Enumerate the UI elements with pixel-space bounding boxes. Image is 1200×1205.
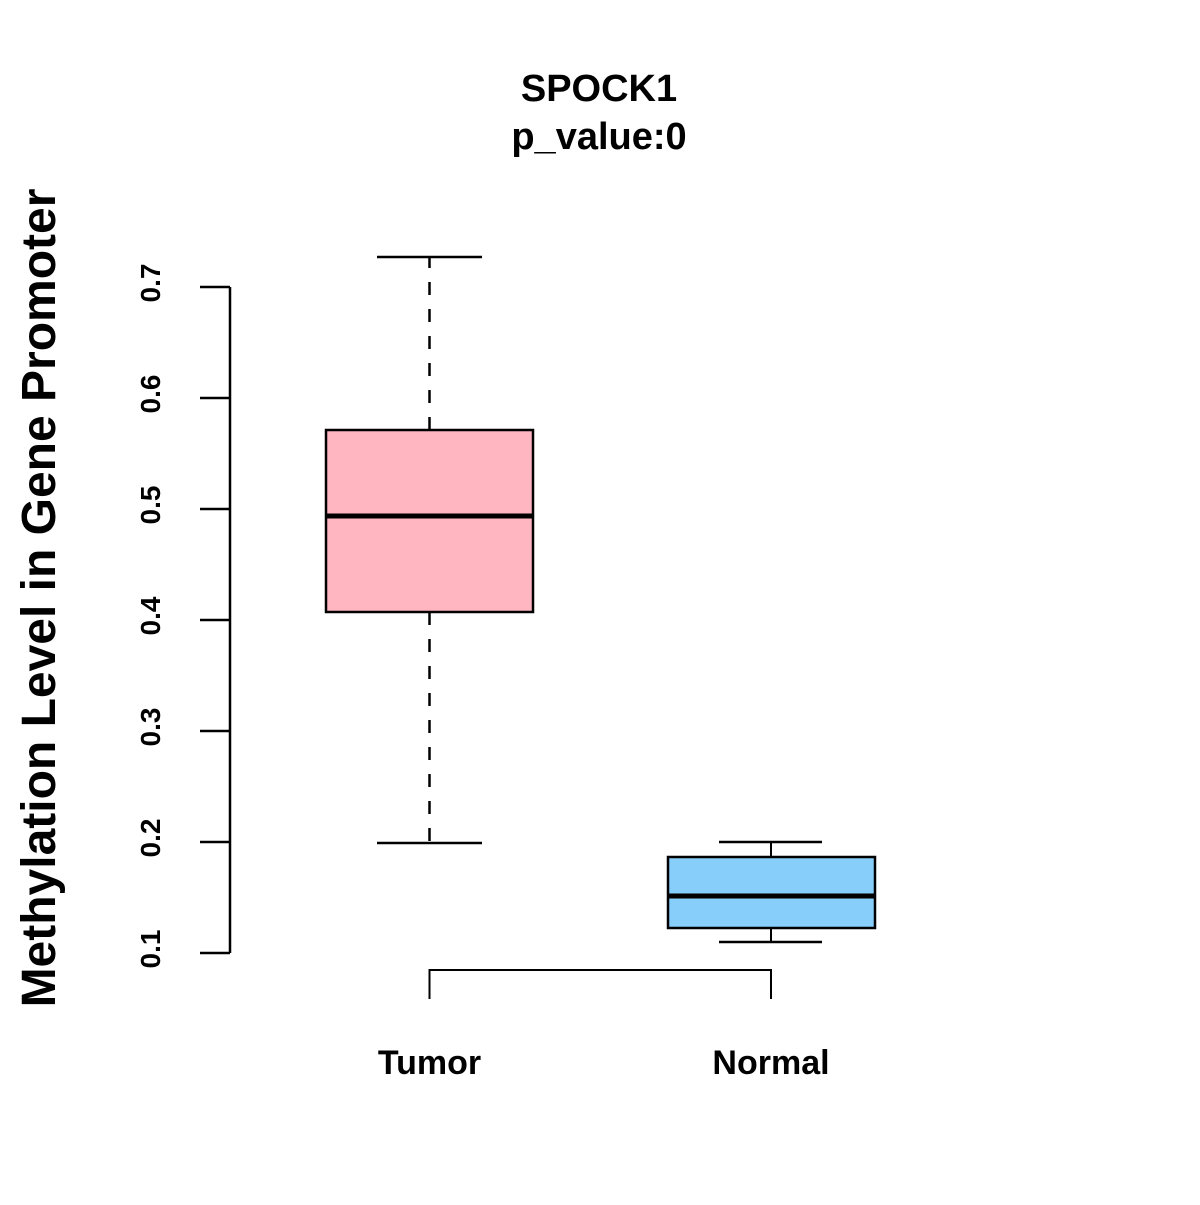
svg-text:p_value:0: p_value:0	[511, 116, 686, 158]
svg-text:0.2: 0.2	[135, 819, 166, 858]
svg-text:0.6: 0.6	[135, 375, 166, 414]
svg-text:SPOCK1: SPOCK1	[521, 68, 677, 110]
svg-text:0.4: 0.4	[135, 596, 166, 635]
svg-text:Tumor: Tumor	[378, 1044, 481, 1082]
svg-text:0.7: 0.7	[135, 264, 166, 303]
svg-text:0.3: 0.3	[135, 708, 166, 747]
svg-text:Methylation Level in Gene Prom: Methylation Level in Gene Promoter	[13, 189, 66, 1008]
svg-text:0.5: 0.5	[135, 486, 166, 525]
svg-text:Normal: Normal	[712, 1044, 829, 1082]
svg-text:0.1: 0.1	[135, 930, 166, 969]
